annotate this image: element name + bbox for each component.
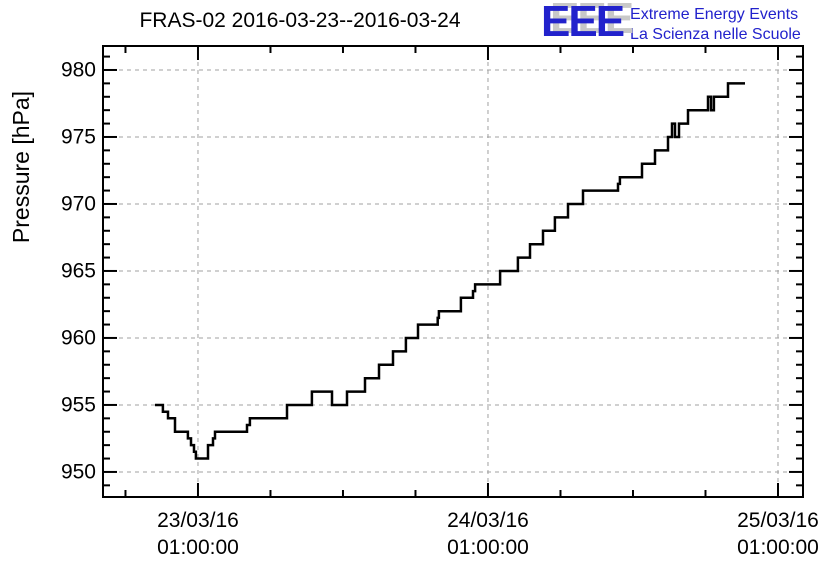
y-tick-label: 975 bbox=[61, 125, 96, 148]
eee-logo-letters: EEE bbox=[541, 0, 625, 46]
x-tick-label-date: 25/03/16 bbox=[737, 509, 819, 532]
pressure-step-line bbox=[155, 82, 745, 460]
x-tick-label-time: 01:00:00 bbox=[737, 536, 819, 559]
x-tick-label-date: 23/03/16 bbox=[157, 509, 239, 532]
y-tick-label: 965 bbox=[61, 259, 96, 282]
eee-logo-acronym: EEE EEE bbox=[541, 0, 634, 44]
eee-logo-line1: Extreme Energy Events bbox=[630, 6, 799, 23]
x-tick-label-time: 01:00:00 bbox=[447, 536, 529, 559]
eee-logo-text: Extreme Energy Events La Scienza nelle S… bbox=[630, 2, 801, 46]
eee-logo-shadow: EEE bbox=[550, 0, 634, 43]
y-tick-label: 950 bbox=[61, 460, 96, 483]
eee-logo: EEE EEE Extreme Energy Events La Scienza… bbox=[541, 0, 801, 46]
eee-logo-line2: La Scienza nelle Scuole bbox=[630, 26, 801, 44]
x-tick-label-date: 24/03/16 bbox=[447, 509, 529, 532]
x-tick-label-time: 01:00:00 bbox=[157, 536, 239, 559]
y-axis-title: Pressure [hPa] bbox=[8, 90, 34, 244]
y-tick-label: 960 bbox=[61, 326, 96, 349]
y-tick-label: 955 bbox=[61, 393, 96, 416]
y-tick-label: 980 bbox=[61, 58, 96, 81]
y-tick-label: 970 bbox=[61, 192, 96, 215]
chart-title: FRAS-02 2016-03-23--2016-03-24 bbox=[139, 9, 461, 32]
plot-frame bbox=[102, 45, 804, 498]
